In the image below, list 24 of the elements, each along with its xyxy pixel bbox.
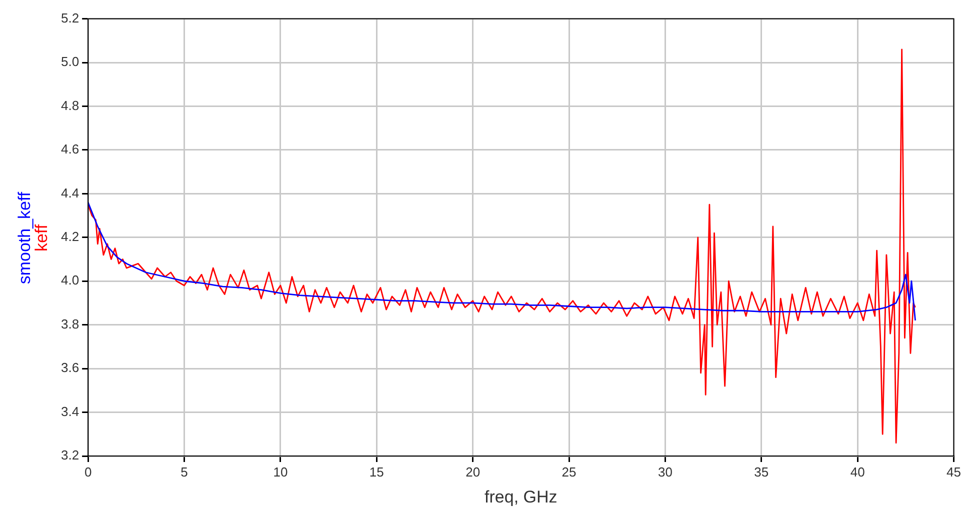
y-tick-label: 4.2: [60, 228, 80, 244]
y-tick-label: 3.4: [60, 404, 80, 419]
x-tick-label: 40: [850, 464, 865, 480]
y-tick-label: 4.0: [60, 272, 80, 288]
x-tick-label: 35: [754, 464, 769, 480]
y-tick-label: 4.6: [60, 142, 80, 157]
y-tick-label: 5.0: [60, 54, 80, 70]
x-tick-label: 45: [946, 464, 962, 480]
y-tick-label: 3.6: [60, 360, 80, 376]
y-tick-label: 3.2: [60, 448, 80, 463]
y-tick-label: 4.8: [60, 98, 80, 113]
y-tick-label: 5.2: [60, 10, 80, 26]
y-tick-label: 3.8: [60, 316, 80, 332]
x-tick-label: 0: [84, 464, 92, 480]
y-tick-label: 4.4: [60, 185, 80, 200]
x-tick-label: 20: [466, 464, 480, 480]
x-tick-label: 5: [180, 464, 188, 480]
text: smooth_keff: [15, 192, 34, 284]
x-axis-title: freq, GHz: [484, 487, 558, 506]
x-tick-label: 10: [273, 464, 288, 480]
text: keff: [32, 224, 52, 252]
x-tick-label: 25: [562, 464, 576, 480]
x-tick-label: 30: [658, 464, 672, 480]
x-tick-label: 15: [369, 464, 384, 480]
